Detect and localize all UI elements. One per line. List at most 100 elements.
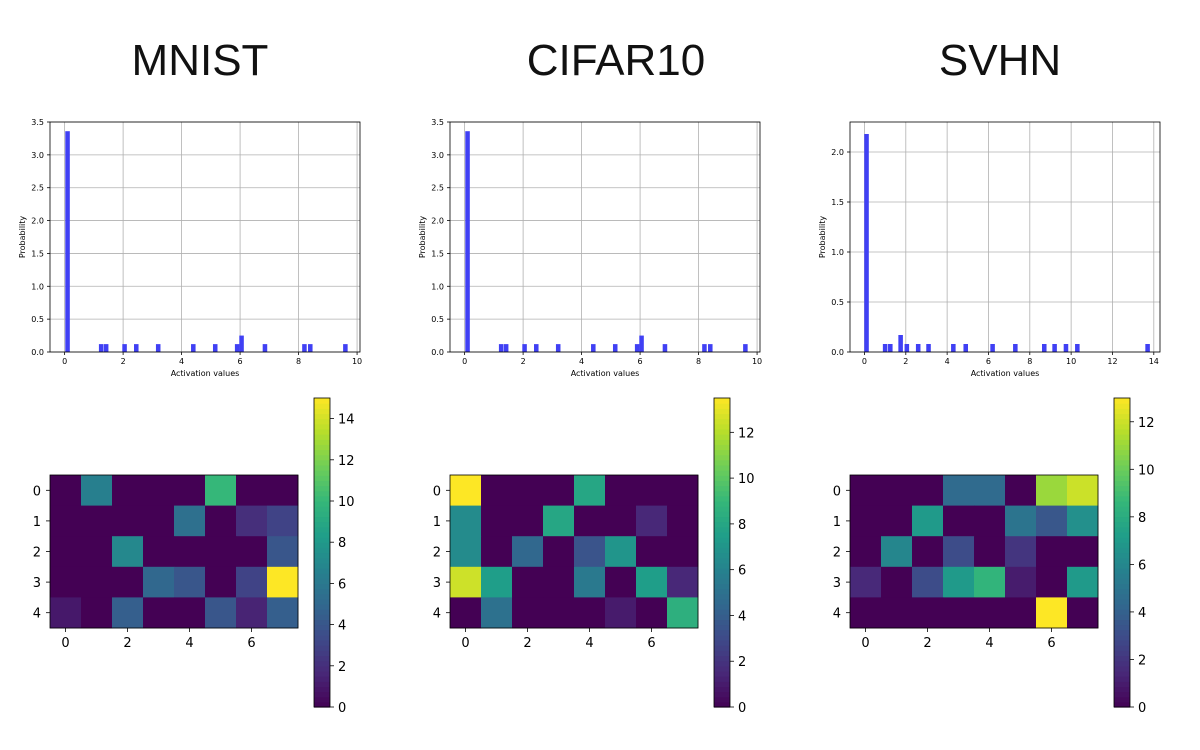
heatmap-cell — [481, 566, 513, 598]
colorbar-frame — [313, 397, 331, 708]
colorbar-segment — [714, 490, 730, 497]
colorbar-segment — [714, 598, 730, 605]
x-tick-label: 0 — [462, 357, 467, 366]
colorbar-segment — [1114, 501, 1130, 507]
colorbar-segment — [314, 413, 330, 420]
x-tick-label: 4 — [945, 357, 950, 366]
colorbar-tick-label: 0 — [1138, 701, 1146, 716]
colorbar-segment — [314, 696, 330, 703]
x-tick-label: 4 — [579, 357, 584, 366]
colorbar-segment — [1114, 542, 1130, 548]
colorbar-segment — [314, 547, 330, 554]
colorbar-segment — [714, 604, 730, 610]
x-tick-label: 10 — [1066, 357, 1076, 366]
heatmap-cell — [481, 536, 513, 568]
colorbar-tick-label: 2 — [338, 660, 346, 675]
colorbar-segment — [714, 521, 730, 528]
colorbar-segment — [314, 691, 330, 698]
colorbar-segment — [314, 423, 330, 430]
heatmap-y-tick-label: 1 — [33, 515, 41, 530]
heatmap-cell — [850, 536, 882, 568]
histogram-cifar10: 0 2 4 6 8 10 0.0 0.5 1.0 1.5 2.0 2.5 3.0 3.5 Activatio… — [418, 118, 762, 378]
x-axis-label: Activation values — [971, 369, 1040, 378]
colorbar-tick-label: 10 — [738, 472, 755, 487]
colorbar-segment — [714, 428, 730, 435]
colorbar-segment — [314, 408, 330, 415]
colorbar-segment — [1114, 593, 1130, 600]
colorbar-tick-label: 10 — [338, 495, 355, 510]
heatmap-cell — [1005, 536, 1037, 568]
heatmap-cell — [543, 475, 575, 506]
heatmap-cell — [667, 597, 699, 629]
heatmap-y-tick-label: 0 — [833, 484, 841, 499]
histogram-bar — [662, 344, 668, 352]
colorbar-tick-label: 6 — [338, 577, 346, 592]
x-tick-label: 6 — [638, 357, 643, 366]
heatmap-cell — [667, 505, 699, 537]
heatmap-y-tick-label: 4 — [433, 607, 441, 622]
heatmap-cell — [450, 536, 482, 568]
heatmap-cell — [236, 536, 268, 568]
x-tick-label: 10 — [352, 357, 362, 366]
heatmap-cell — [974, 475, 1006, 506]
colorbar-segment — [314, 454, 330, 461]
colorbar-segment — [1114, 495, 1130, 502]
heatmap-x-tick-label: 4 — [585, 636, 593, 651]
heatmap-y-tick-label: 0 — [433, 484, 441, 499]
y-axis-label: Probability — [18, 216, 27, 259]
heatmap-y-tick-label: 2 — [833, 546, 841, 561]
heatmap-cell — [667, 475, 699, 506]
heatmap-cell — [881, 566, 913, 598]
colorbar-segment — [1114, 629, 1130, 636]
colorbar-segment — [1114, 552, 1130, 559]
histogram-bar — [1063, 344, 1069, 352]
heatmap-cell — [850, 475, 882, 506]
heatmap-cell — [943, 475, 975, 506]
colorbar-segment — [314, 676, 330, 682]
colorbar-segment — [714, 583, 730, 590]
colorbar-segment — [714, 413, 730, 420]
heatmap-cell — [574, 505, 606, 537]
colorbar-segment — [714, 398, 730, 404]
colorbar-segment — [1114, 573, 1130, 579]
histogram-bar — [639, 335, 644, 352]
heatmap-cell — [1005, 566, 1037, 598]
colorbar-segment — [1114, 567, 1130, 574]
histogram-bar — [1052, 344, 1057, 352]
histogram-bar — [498, 344, 504, 352]
y-tick-label: 1.5 — [431, 249, 444, 258]
y-tick-label: 3.0 — [31, 151, 44, 160]
colorbar-segment — [314, 593, 330, 600]
heatmap-cell — [205, 566, 237, 598]
heatmap-y-tick-label: 0 — [33, 484, 41, 499]
colorbar-segment — [714, 475, 730, 481]
heatmap-cell — [267, 536, 299, 568]
histogram-bar — [155, 344, 161, 352]
heatmap-y-tick-label: 3 — [433, 576, 441, 591]
colorbar-segment — [314, 434, 330, 440]
heatmap-cell — [974, 505, 1006, 537]
heatmap-x-tick-label: 6 — [647, 636, 655, 651]
histogram-bar — [898, 335, 903, 352]
heatmap-cell — [943, 566, 975, 598]
heatmap-y-tick-label: 2 — [433, 546, 441, 561]
colorbar-segment — [1114, 681, 1130, 687]
colorbar-segment — [1114, 619, 1130, 626]
heatmap-y-tick-label: 3 — [33, 576, 41, 591]
colorbar-tick-label: 4 — [338, 619, 346, 634]
y-tick-label: 3.5 — [431, 118, 444, 127]
heatmap-cell — [912, 597, 944, 629]
heatmap-cell — [267, 597, 299, 629]
heatmap-cell — [574, 475, 606, 506]
colorbar-tick-label: 2 — [1138, 653, 1146, 668]
heatmap-cell — [943, 505, 975, 537]
colorbar-segment — [1114, 655, 1130, 662]
histogram-bar — [915, 344, 921, 352]
heatmap-cell — [1036, 566, 1068, 598]
colorbar-segment — [314, 464, 330, 471]
colorbar-segment — [314, 562, 330, 569]
heatmap-cell — [636, 536, 668, 568]
colorbar-tick-label: 10 — [1138, 463, 1155, 478]
colorbar-segment — [714, 557, 730, 564]
histogram-bar — [302, 344, 307, 352]
